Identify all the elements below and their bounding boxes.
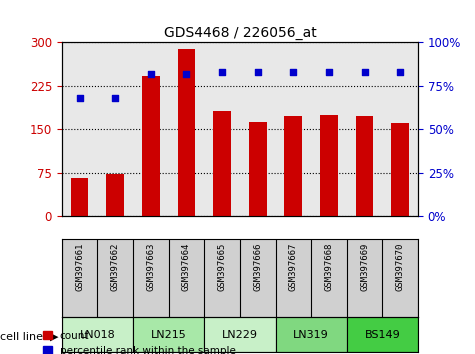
Bar: [347, 317, 418, 352]
Bar: [285, 116, 302, 216]
Text: GSM397665: GSM397665: [218, 243, 227, 291]
Text: LN215: LN215: [151, 330, 187, 339]
Point: [325, 69, 332, 75]
Legend: count, percentile rank within the sample: count, percentile rank within the sample: [43, 331, 236, 354]
Text: GSM397666: GSM397666: [253, 243, 262, 291]
Point: [218, 69, 226, 75]
Point: [182, 71, 190, 76]
Text: cell line  ▶: cell line ▶: [0, 331, 58, 341]
Bar: [142, 76, 160, 216]
Point: [289, 69, 297, 75]
Bar: [71, 178, 88, 216]
Text: LN319: LN319: [293, 330, 329, 339]
Bar: [62, 317, 133, 352]
Text: GSM397662: GSM397662: [111, 243, 120, 291]
Text: GSM397669: GSM397669: [360, 243, 369, 291]
Bar: [133, 317, 204, 352]
Bar: [106, 174, 124, 216]
Text: GSM397661: GSM397661: [75, 243, 84, 291]
Point: [147, 71, 155, 76]
Title: GDS4468 / 226056_at: GDS4468 / 226056_at: [163, 26, 316, 40]
Point: [396, 69, 404, 75]
Text: GSM397668: GSM397668: [324, 243, 333, 291]
Point: [361, 69, 369, 75]
Text: GSM397670: GSM397670: [396, 243, 405, 291]
Bar: [249, 122, 266, 216]
Text: GSM397664: GSM397664: [182, 243, 191, 291]
Point: [76, 95, 84, 101]
Bar: [320, 115, 338, 216]
Text: LN229: LN229: [222, 330, 258, 339]
Bar: [213, 111, 231, 216]
Text: BS149: BS149: [364, 330, 400, 339]
Text: GSM397663: GSM397663: [146, 243, 155, 291]
Point: [254, 69, 261, 75]
Bar: [276, 317, 347, 352]
Bar: [178, 49, 195, 216]
Text: GSM397667: GSM397667: [289, 243, 298, 291]
Bar: [391, 124, 409, 216]
Text: LN018: LN018: [79, 330, 115, 339]
Bar: [204, 317, 276, 352]
Bar: [356, 116, 373, 216]
Point: [111, 95, 119, 101]
